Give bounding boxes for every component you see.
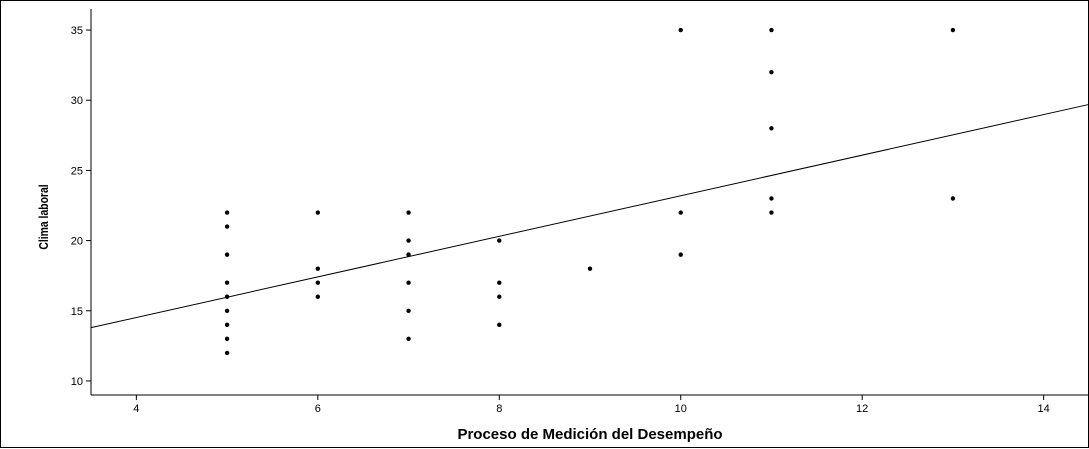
data-point [587,266,593,271]
data-point [315,210,321,215]
data-point [406,280,411,285]
y-tick-label: 20 [71,236,83,248]
x-axis-title: Proceso de Medición del Desempeño [457,426,722,443]
data-point [315,266,321,271]
data-point [769,196,774,201]
data-point [678,27,683,33]
points-layer [224,27,956,356]
y-tick-label: 10 [71,376,83,388]
data-point [497,238,502,243]
x-tick-label: 12 [856,403,868,415]
data-point [950,27,956,33]
data-point [497,294,502,299]
data-point [224,224,230,229]
axes [86,9,1089,400]
x-tick-label: 10 [675,403,687,415]
data-point [224,210,230,215]
y-axis-title: Clima laboral [37,184,51,249]
data-point [224,350,230,356]
data-point [497,280,502,285]
data-point [315,294,321,299]
data-point [678,252,683,257]
data-point [224,280,230,285]
data-point [497,322,502,328]
y-tick-label: 30 [71,95,83,107]
data-point [224,308,230,313]
data-point [315,280,321,285]
labels-layer: Proceso de Medición del Desempeño Clima … [37,25,1050,443]
y-tick-label: 25 [71,165,83,177]
data-point [406,210,411,215]
x-tick-label: 4 [133,403,139,415]
x-tick-label: 6 [315,403,321,415]
fit-line-layer [90,103,1089,329]
x-tick-label: 8 [496,403,502,415]
data-point [224,294,230,299]
data-point [406,238,411,243]
data-point [950,196,956,201]
data-point [406,308,411,313]
data-point [678,210,683,215]
data-point [769,126,774,131]
data-point [406,336,411,342]
data-point [769,27,774,33]
y-tick-label: 35 [71,25,83,37]
data-point [769,69,774,75]
x-tick-label: 14 [1038,403,1050,415]
data-point [224,252,230,257]
data-point [224,336,230,342]
data-point [224,322,230,328]
data-point [406,252,411,257]
fit-line [90,103,1089,329]
y-tick-label: 15 [71,306,83,318]
data-point [769,210,774,215]
